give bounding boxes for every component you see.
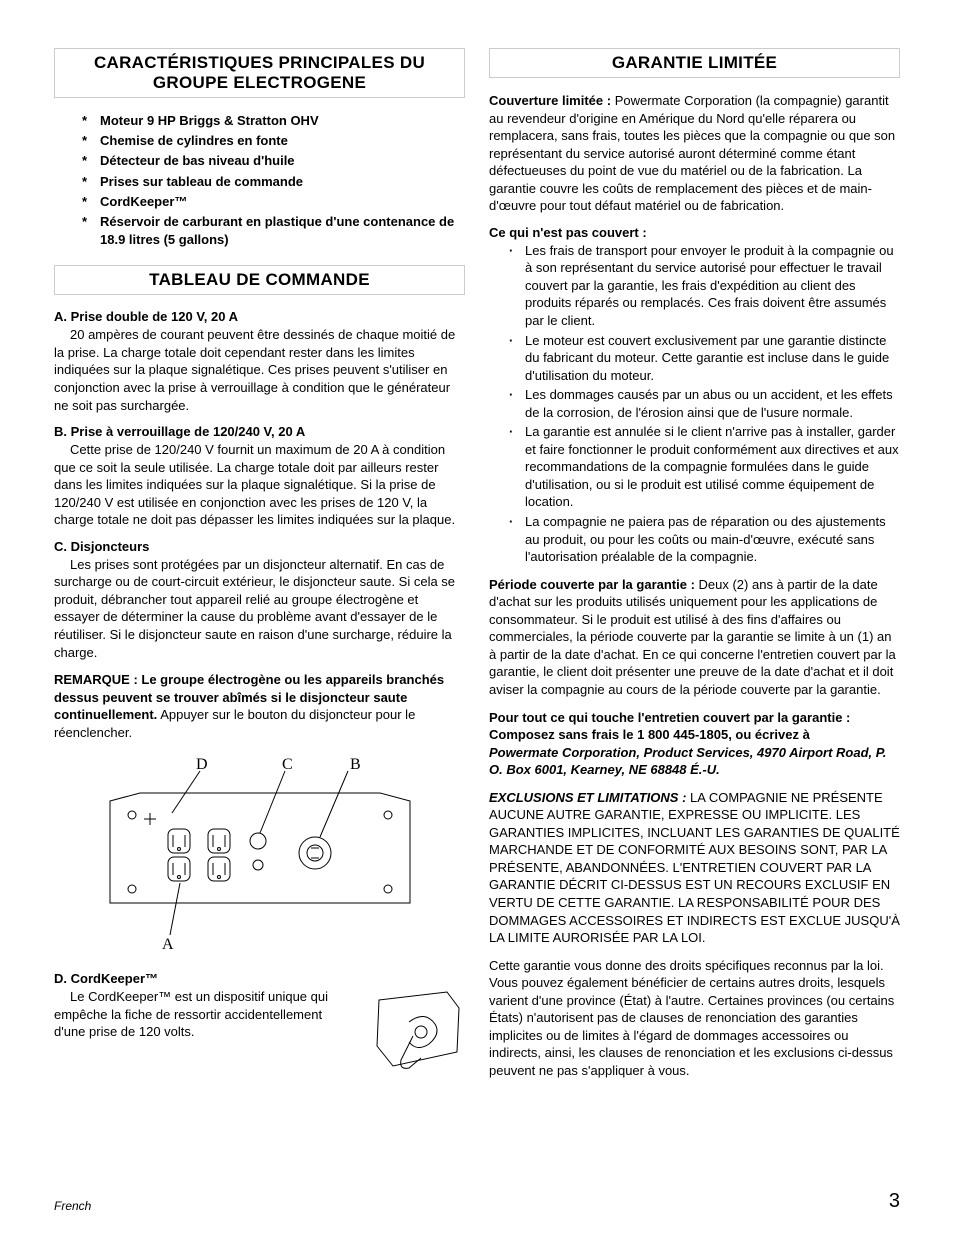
not-covered-heading: Ce qui n'est pas couvert :: [489, 225, 900, 240]
feature-item: Moteur 9 HP Briggs & Stratton OHV: [82, 112, 465, 130]
features-title: CARACTÉRISTIQUES PRINCIPALES DU GROUPE E…: [61, 53, 458, 93]
section-c-note: REMARQUE : Le groupe électrogène ou les …: [54, 671, 465, 741]
not-covered-item: Les frais de transport pour envoyer le p…: [509, 242, 900, 330]
not-covered-item: Le moteur est couvert exclusivement par …: [509, 332, 900, 385]
two-column-layout: CARACTÉRISTIQUES PRINCIPALES DU GROUPE E…: [54, 48, 900, 1089]
footer-page-number: 3: [889, 1190, 900, 1213]
control-panel-title-box: TABLEAU DE COMMANDE: [54, 265, 465, 295]
not-covered-list: Les frais de transport pour envoyer le p…: [489, 242, 900, 566]
section-a-text: 20 ampères de courant peuvent être dessi…: [54, 326, 465, 414]
contact-line1: Pour tout ce qui touche l'entretien couv…: [489, 710, 850, 743]
coverage-text: Powermate Corporation (la compagnie) gar…: [489, 93, 895, 213]
section-c-heading: C. Disjoncteurs: [54, 539, 465, 554]
coverage-paragraph: Couverture limitée : Powermate Corporati…: [489, 92, 900, 215]
feature-item: Détecteur de bas niveau d'huile: [82, 152, 465, 170]
section-d-heading: D. CordKeeper™: [54, 971, 465, 986]
period-text: Deux (2) ans à partir de la date d'achat…: [489, 577, 896, 697]
section-d-text: Le CordKeeper™ est un dispositif unique …: [54, 988, 355, 1041]
features-list: Moteur 9 HP Briggs & Stratton OHV Chemis…: [54, 112, 465, 249]
diagram-label-c: C: [282, 756, 293, 773]
contact-line2: Powermate Corporation, Product Services,…: [489, 745, 886, 778]
diagram-label-b: B: [350, 756, 361, 773]
exclusions-paragraph: EXCLUSIONS ET LIMITATIONS : LA COMPAGNIE…: [489, 789, 900, 947]
not-covered-item: Les dommages causés par un abus ou un ac…: [509, 386, 900, 421]
coverage-label: Couverture limitée :: [489, 93, 611, 108]
control-panel-title: TABLEAU DE COMMANDE: [61, 270, 458, 290]
right-column: GARANTIE LIMITÉE Couverture limitée : Po…: [489, 48, 900, 1089]
features-title-box: CARACTÉRISTIQUES PRINCIPALES DU GROUPE E…: [54, 48, 465, 98]
section-c-text: Les prises sont protégées par un disjonc…: [54, 556, 465, 661]
exclusions-label: EXCLUSIONS ET LIMITATIONS :: [489, 790, 686, 805]
period-paragraph: Période couverte par la garantie : Deux …: [489, 576, 900, 699]
page-footer: French 3: [54, 1190, 900, 1213]
cordkeeper-diagram: [369, 988, 465, 1088]
section-a-heading: A. Prise double de 120 V, 20 A: [54, 309, 465, 324]
section-b-text: Cette prise de 120/240 V fournit un maxi…: [54, 441, 465, 529]
section-b-heading: B. Prise à verrouillage de 120/240 V, 20…: [54, 424, 465, 439]
control-panel-diagram: D C B A: [80, 753, 440, 953]
exclusions-text: LA COMPAGNIE NE PRÉSENTE AUCUNE AUTRE GA…: [489, 790, 900, 945]
contact-paragraph: Pour tout ce qui touche l'entretien couv…: [489, 709, 900, 779]
document-page: CARACTÉRISTIQUES PRINCIPALES DU GROUPE E…: [0, 0, 954, 1235]
warranty-title: GARANTIE LIMITÉE: [496, 53, 893, 73]
rights-paragraph: Cette garantie vous donne des droits spé…: [489, 957, 900, 1080]
feature-item: Prises sur tableau de commande: [82, 173, 465, 191]
cordkeeper-row: Le CordKeeper™ est un dispositif unique …: [54, 988, 465, 1088]
left-column: CARACTÉRISTIQUES PRINCIPALES DU GROUPE E…: [54, 48, 465, 1089]
feature-item: Réservoir de carburant en plastique d'un…: [82, 213, 465, 249]
feature-item: CordKeeper™: [82, 193, 465, 211]
footer-language: French: [54, 1199, 91, 1213]
warranty-title-box: GARANTIE LIMITÉE: [489, 48, 900, 78]
period-label: Période couverte par la garantie :: [489, 577, 695, 592]
feature-item: Chemise de cylindres en fonte: [82, 132, 465, 150]
not-covered-item: La compagnie ne paiera pas de réparation…: [509, 513, 900, 566]
not-covered-item: La garantie est annulée si le client n'a…: [509, 423, 900, 511]
diagram-label-d: D: [196, 756, 208, 773]
diagram-label-a: A: [162, 936, 174, 953]
